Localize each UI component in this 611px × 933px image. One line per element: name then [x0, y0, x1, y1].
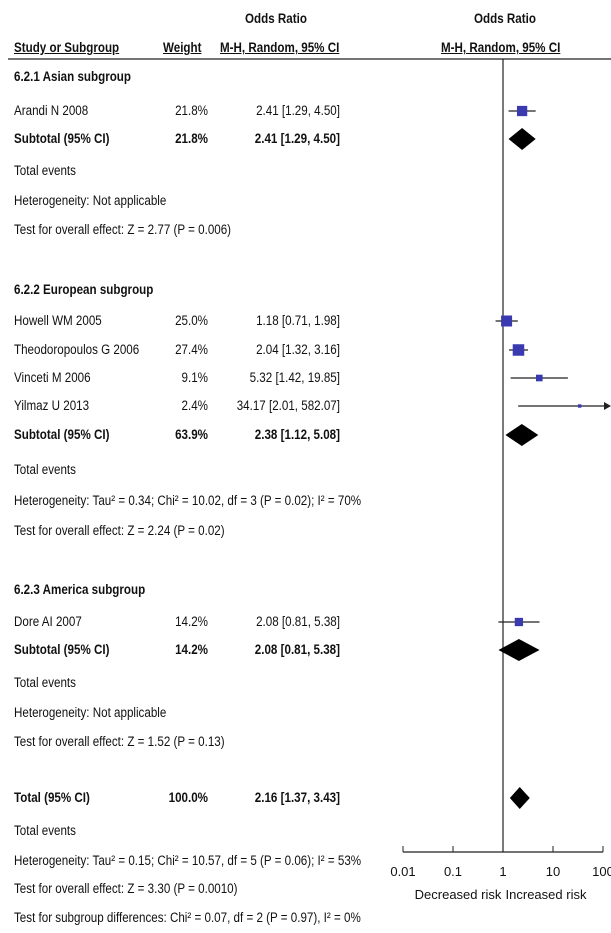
- table-row-ci: 1.18 [0.71, 1.98]: [256, 313, 340, 328]
- col-or-group-header: Odds Ratio: [245, 11, 307, 26]
- heterogeneity-text: Heterogeneity: Not applicable: [14, 193, 167, 208]
- total-ci: 2.16 [1.37, 3.43]: [254, 790, 340, 805]
- heterogeneity-text: Heterogeneity: Not applicable: [14, 705, 167, 720]
- subtotal-label: Subtotal (95% CI): [14, 131, 110, 146]
- overall-effect-text: Test for overall effect: Z = 3.30 (P = 0…: [14, 881, 238, 896]
- total-events-label: Total events: [14, 675, 76, 690]
- table-row-study-name: Howell WM 2005: [14, 313, 102, 328]
- total-events-label: Total events: [14, 462, 76, 477]
- x-tick-label: 10: [546, 864, 560, 879]
- total-weight: 100.0%: [168, 790, 208, 805]
- table-row-ci: 5.32 [1.42, 19.85]: [249, 370, 340, 385]
- decreased-risk-label: Decreased risk: [415, 887, 502, 902]
- subtotal-label: Subtotal (95% CI): [14, 642, 110, 657]
- table-row-weight: 14.2%: [175, 614, 208, 629]
- overall-effect-text: Test for overall effect: Z = 2.24 (P = 0…: [14, 523, 225, 538]
- col-study-header: Study or Subgroup: [14, 40, 120, 55]
- table-row-weight: 9.1%: [181, 370, 208, 385]
- total-events-label: Total events: [14, 163, 76, 178]
- table-row-study-name: Arandi N 2008: [14, 103, 89, 118]
- table-row-ci: 2.04 [1.32, 3.16]: [256, 342, 340, 357]
- x-tick-label: 100: [592, 864, 611, 879]
- subtotal-ci: 2.38 [1.12, 5.08]: [254, 427, 340, 442]
- study-marker: [514, 617, 524, 627]
- col-plot-group-header: Odds Ratio: [474, 11, 536, 26]
- study-marker: [512, 344, 525, 356]
- subtotal-weight: 14.2%: [175, 642, 208, 657]
- summary-diamond: [498, 639, 540, 661]
- summary-diamond: [508, 128, 536, 150]
- overall-effect-text: Test for overall effect: Z = 1.52 (P = 0…: [14, 734, 225, 749]
- study-marker: [516, 105, 528, 117]
- table-row-ci: 34.17 [2.01, 582.07]: [236, 398, 340, 413]
- subtotal-ci: 2.08 [0.81, 5.38]: [254, 642, 340, 657]
- group-title-america: 6.2.3 America subgroup: [14, 582, 146, 597]
- subtotal-label: Subtotal (95% CI): [14, 427, 110, 442]
- group-title-european: 6.2.2 European subgroup: [14, 282, 154, 297]
- summary-diamond: [505, 424, 539, 446]
- summary-diamond: [509, 787, 530, 809]
- col-plot-method-header: M-H, Random, 95% CI: [441, 40, 561, 55]
- heterogeneity-text: Heterogeneity: Tau² = 0.15; Chi² = 10.57…: [14, 853, 362, 868]
- x-tick-label: 0.01: [390, 864, 415, 879]
- table-row-ci: 2.08 [0.81, 5.38]: [256, 614, 340, 629]
- overall-effect-text: Test for overall effect: Z = 2.77 (P = 0…: [14, 222, 232, 237]
- total-label: Total (95% CI): [14, 790, 90, 805]
- table-row-weight: 25.0%: [175, 313, 208, 328]
- table-row-study-name: Vinceti M 2006: [14, 370, 91, 385]
- increased-risk-label: Increased risk: [506, 887, 587, 902]
- subtotal-weight: 21.8%: [175, 131, 208, 146]
- table-row-weight: 2.4%: [181, 398, 208, 413]
- heterogeneity-text: Heterogeneity: Tau² = 0.34; Chi² = 10.02…: [14, 493, 362, 508]
- x-tick-label: 1: [499, 864, 506, 879]
- table-row-weight: 21.8%: [175, 103, 208, 118]
- study-marker: [577, 404, 582, 408]
- col-or-method-header: M-H, Random, 95% CI: [220, 40, 340, 55]
- subtotal-ci: 2.41 [1.29, 4.50]: [254, 131, 340, 146]
- study-marker: [501, 315, 513, 327]
- study-marker: [535, 374, 543, 382]
- table-row-weight: 27.4%: [175, 342, 208, 357]
- total-events-label: Total events: [14, 823, 76, 838]
- group-title-asian: 6.2.1 Asian subgroup: [14, 69, 131, 84]
- x-tick-label: 0.1: [444, 864, 462, 879]
- subgroup-differences-text: Test for subgroup differences: Chi² = 0.…: [14, 910, 361, 925]
- table-row-study-name: Theodoropoulos G 2006: [14, 342, 140, 357]
- table-row-study-name: Dore AI 2007: [14, 614, 82, 629]
- col-weight-header: Weight: [163, 40, 202, 55]
- table-row-study-name: Yilmaz U 2013: [14, 398, 90, 413]
- subtotal-weight: 63.9%: [175, 427, 208, 442]
- table-row-ci: 2.41 [1.29, 4.50]: [256, 103, 340, 118]
- ci-arrow: [604, 402, 611, 410]
